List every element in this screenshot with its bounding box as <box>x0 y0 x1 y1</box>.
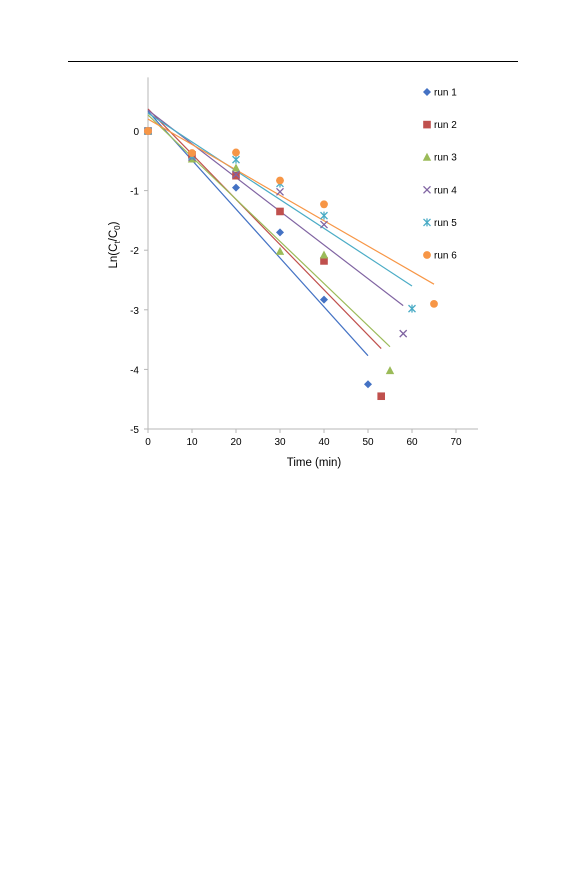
y-tick-label: -1 <box>130 187 139 198</box>
x-tick-label: 10 <box>186 437 198 448</box>
legend-marker-run-1 <box>423 88 431 96</box>
legend-label-run-3: run 3 <box>434 153 457 164</box>
legend: run 1 run 2 run 3 run 4 run 5 run 6 <box>422 88 457 262</box>
data-point-run-3 <box>275 246 285 255</box>
x-tick-label: 40 <box>318 437 330 448</box>
trendline-run-5 <box>147 112 413 287</box>
data-point-run-4 <box>276 187 284 196</box>
data-point-run-2 <box>377 392 385 401</box>
page-header-rule <box>68 61 518 62</box>
trendline-run-6 <box>147 118 435 285</box>
trendlines <box>147 108 435 357</box>
legend-marker-run-3 <box>422 152 432 161</box>
trendline-run-2 <box>147 108 382 349</box>
data-point-run-4 <box>232 170 240 179</box>
trendline-run-3 <box>147 114 391 348</box>
legend-label-run-6: run 6 <box>434 251 457 262</box>
data-point-run-3 <box>231 163 241 172</box>
data-point-run-6 <box>276 176 284 185</box>
legend-label-run-4: run 4 <box>434 185 457 196</box>
trendline-run-1 <box>147 110 369 357</box>
x-tick-label: 60 <box>406 437 418 448</box>
y-tick-label: -3 <box>130 306 139 317</box>
y-tick-label: -4 <box>130 365 139 376</box>
x-tick-label: 30 <box>274 437 286 448</box>
data-point-run-6 <box>232 148 240 157</box>
x-tick-label: 20 <box>230 437 242 448</box>
x-tick-label: 50 <box>362 437 374 448</box>
legend-label-run-1: run 1 <box>434 88 457 99</box>
data-point-run-5 <box>320 211 328 220</box>
data-point-run-4 <box>320 220 328 229</box>
legend-marker-run-6 <box>423 251 431 259</box>
x-tick-label: 0 <box>145 437 151 448</box>
y-tick-label: 0 <box>133 127 139 138</box>
data-point-run-3 <box>319 250 329 259</box>
data-point-run-6 <box>144 127 152 135</box>
data-point-run-5 <box>232 155 240 164</box>
data-point-run-4 <box>399 329 408 338</box>
legend-marker-run-4 <box>423 185 431 194</box>
data-point-run-2 <box>232 171 240 180</box>
x-tick-label: 70 <box>450 437 462 448</box>
y-tick-label: -5 <box>130 425 139 436</box>
data-point-run-3 <box>385 366 395 375</box>
data-point-run-1 <box>364 380 372 389</box>
data-point-run-1 <box>276 228 284 237</box>
legend-label-run-5: run 5 <box>434 218 457 229</box>
x-axis-title: Time (min) <box>287 457 342 469</box>
legend-label-run-2: run 2 <box>434 120 457 131</box>
legend-marker-run-5 <box>423 218 431 227</box>
data-point-run-6 <box>320 200 328 209</box>
data-points <box>143 126 438 401</box>
tick-labels: 0 10 20 30 40 50 60 70 0 -1 -2 -3 -4 -5 <box>130 127 462 448</box>
data-point-run-6 <box>188 149 196 157</box>
y-tick-label: -2 <box>130 246 139 257</box>
data-point-run-1 <box>320 295 328 304</box>
data-point-run-5 <box>408 304 416 313</box>
data-point-run-2 <box>320 257 328 265</box>
data-point-run-6 <box>430 299 438 308</box>
y-axis-title: Ln(Ct/C0) <box>108 221 122 268</box>
data-point-run-1 <box>232 183 240 192</box>
trendline-run-4 <box>147 109 404 307</box>
legend-marker-run-2 <box>423 120 431 129</box>
data-point-run-2 <box>276 207 284 216</box>
